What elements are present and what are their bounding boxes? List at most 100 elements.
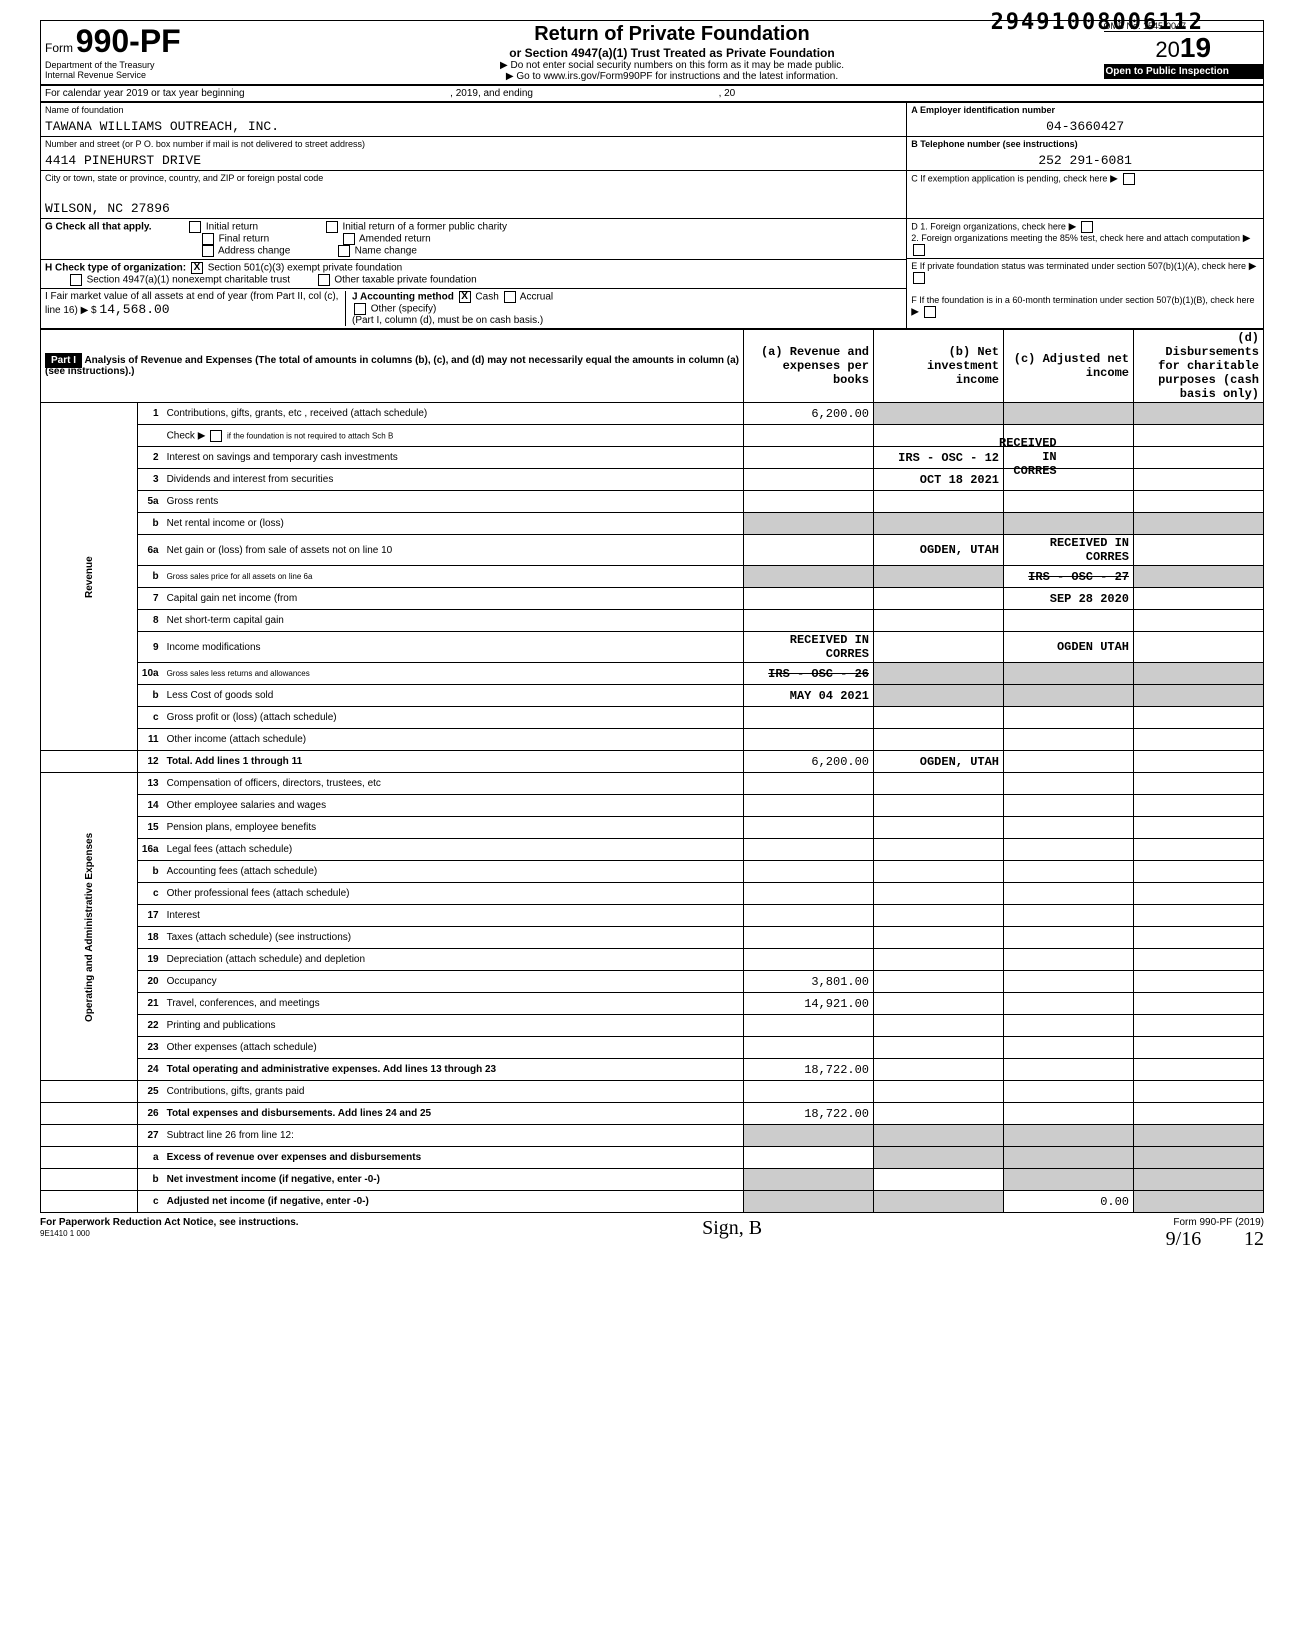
line-10c-num: c [137, 707, 162, 729]
line-18-num: 18 [137, 927, 162, 949]
street-address: 4414 PINEHURST DRIVE [45, 149, 902, 168]
line-27-num: 27 [137, 1125, 162, 1147]
line-16a-desc: Legal fees (attach schedule) [163, 839, 744, 861]
j-accrual-checkbox[interactable] [504, 291, 516, 303]
line-3-desc: Dividends and interest from securities [163, 469, 744, 491]
revenue-section-label: Revenue [41, 403, 138, 751]
handwritten-date: 9/16 [1166, 1228, 1202, 1250]
j-label: J Accounting method [352, 292, 454, 303]
g-amended: Amended return [359, 234, 431, 245]
pra-notice: For Paperwork Reduction Act Notice, see … [40, 1217, 299, 1228]
footer-code: 9E1410 1 000 [40, 1229, 90, 1238]
f-checkbox[interactable] [924, 306, 936, 318]
d2-label: 2. Foreign organizations meeting the 85%… [911, 233, 1240, 243]
g-amended-checkbox[interactable] [343, 233, 355, 245]
col-b-header: (b) Net investment income [874, 330, 1004, 403]
h-other: Other taxable private foundation [334, 275, 476, 286]
i-fmv-value: 14,568.00 [99, 298, 169, 317]
line-27a-num: a [137, 1147, 162, 1169]
line-5a-num: 5a [137, 491, 162, 513]
phone-value: 252 291-6081 [911, 149, 1259, 168]
form-title: Return of Private Foundation [245, 23, 1100, 46]
h-other-checkbox[interactable] [318, 274, 330, 286]
line-19-desc: Depreciation (attach schedule) and deple… [163, 949, 744, 971]
h-4947-checkbox[interactable] [70, 274, 82, 286]
stamp-ogden-2: OGDEN UTAH [1057, 640, 1129, 654]
line-1-check-desc: Check ▶ [167, 430, 206, 441]
h-501c3-checkbox[interactable]: X [191, 262, 203, 274]
stamp-received-2: RECEIVED IN CORRES [1050, 536, 1129, 564]
d1-label: D 1. Foreign organizations, check here [911, 222, 1066, 232]
city-state-zip: WILSON, NC 27896 [45, 183, 902, 216]
j-accrual: Accrual [520, 292, 553, 303]
line-24-a: 18,722.00 [744, 1059, 874, 1081]
g-label: G Check all that apply. [45, 222, 152, 233]
line-6a-desc: Net gain or (loss) from sale of assets n… [163, 535, 744, 566]
stamp-received-3: RECEIVED IN CORRES [790, 633, 869, 661]
g-name-checkbox[interactable] [338, 245, 350, 257]
col-a-header: (a) Revenue and expenses per books [744, 330, 874, 403]
phone-label: B Telephone number (see instructions) [911, 139, 1259, 149]
j-note: (Part I, column (d), must be on cash bas… [352, 315, 543, 326]
line-12-desc: Total. Add lines 1 through 11 [163, 751, 744, 773]
line-26-a: 18,722.00 [744, 1103, 874, 1125]
ein-value: 04-3660427 [911, 115, 1259, 134]
col-c-header: (c) Adjusted net income [1004, 330, 1134, 403]
line-8-num: 8 [137, 610, 162, 632]
j-cash-checkbox[interactable]: X [459, 291, 471, 303]
line-7-num: 7 [137, 588, 162, 610]
line-27c-num: c [137, 1191, 162, 1213]
g-name: Name change [355, 246, 417, 257]
handwritten-sign: Sign, B [702, 1217, 762, 1239]
sch-b-note: if the foundation is not required to att… [227, 431, 393, 440]
line-26-desc: Total expenses and disbursements. Add li… [163, 1103, 744, 1125]
line-1-desc: Contributions, gifts, grants, etc , rece… [163, 403, 744, 425]
line-14-desc: Other employee salaries and wages [163, 795, 744, 817]
line-10b-desc: Less Cost of goods sold [163, 685, 744, 707]
line-5b-desc: Net rental income or (loss) [163, 513, 744, 535]
line-10a-desc: Gross sales less returns and allowances [163, 663, 744, 685]
e-checkbox[interactable] [913, 272, 925, 284]
form-footer: Form 990-PF (2019) [1173, 1217, 1264, 1228]
stamp-ogden-1: OGDEN, UTAH [920, 543, 999, 557]
c-checkbox[interactable] [1123, 173, 1135, 185]
period-begin-label: For calendar year 2019 or tax year begin… [45, 88, 245, 99]
line-16b-num: b [137, 861, 162, 883]
dept-treasury: Department of the Treasury [45, 60, 237, 70]
line-16c-num: c [137, 883, 162, 905]
city-label: City or town, state or province, country… [45, 173, 902, 183]
line-16c-desc: Other professional fees (attach schedule… [163, 883, 744, 905]
g-former-checkbox[interactable] [326, 221, 338, 233]
year-prefix: 20 [1155, 37, 1179, 62]
sch-b-checkbox[interactable] [210, 430, 222, 442]
line-26-num: 26 [137, 1103, 162, 1125]
stamp-irs-2: IRS - OSC - 27 [1028, 570, 1129, 584]
c-exemption-label: C If exemption application is pending, c… [911, 174, 1107, 184]
h-label: H Check type of organization: [45, 263, 186, 274]
address-label: Number and street (or P O. box number if… [45, 139, 902, 149]
stamp-received-1: RECEIVED IN CORRES [999, 436, 1057, 478]
line-15-desc: Pension plans, employee benefits [163, 817, 744, 839]
line-19-num: 19 [137, 949, 162, 971]
line-27a-desc: Excess of revenue over expenses and disb… [163, 1147, 744, 1169]
line-20-a: 3,801.00 [744, 971, 874, 993]
line-6b-desc: Gross sales price for all assets on line… [163, 566, 744, 588]
line-2-num: 2 [137, 447, 162, 469]
g-former: Initial return of a former public charit… [342, 222, 507, 233]
line-5b-num: b [137, 513, 162, 535]
j-other: Other (specify) [371, 304, 437, 315]
d1-checkbox[interactable] [1081, 221, 1093, 233]
line-13-desc: Compensation of officers, directors, tru… [163, 773, 744, 795]
d2-checkbox[interactable] [913, 244, 925, 256]
public-inspection: Open to Public Inspection [1104, 64, 1264, 79]
tax-year: 19 [1180, 32, 1211, 63]
j-other-checkbox[interactable] [354, 303, 366, 315]
g-initial-checkbox[interactable] [189, 221, 201, 233]
g-final-checkbox[interactable] [202, 233, 214, 245]
ein-label: A Employer identification number [911, 105, 1259, 115]
form-subtitle: or Section 4947(a)(1) Trust Treated as P… [245, 46, 1100, 60]
line-24-desc: Total operating and administrative expen… [163, 1059, 744, 1081]
h-4947: Section 4947(a)(1) nonexempt charitable … [87, 275, 290, 286]
ssn-warning: ▶ Do not enter social security numbers o… [245, 60, 1100, 71]
g-address-checkbox[interactable] [202, 245, 214, 257]
